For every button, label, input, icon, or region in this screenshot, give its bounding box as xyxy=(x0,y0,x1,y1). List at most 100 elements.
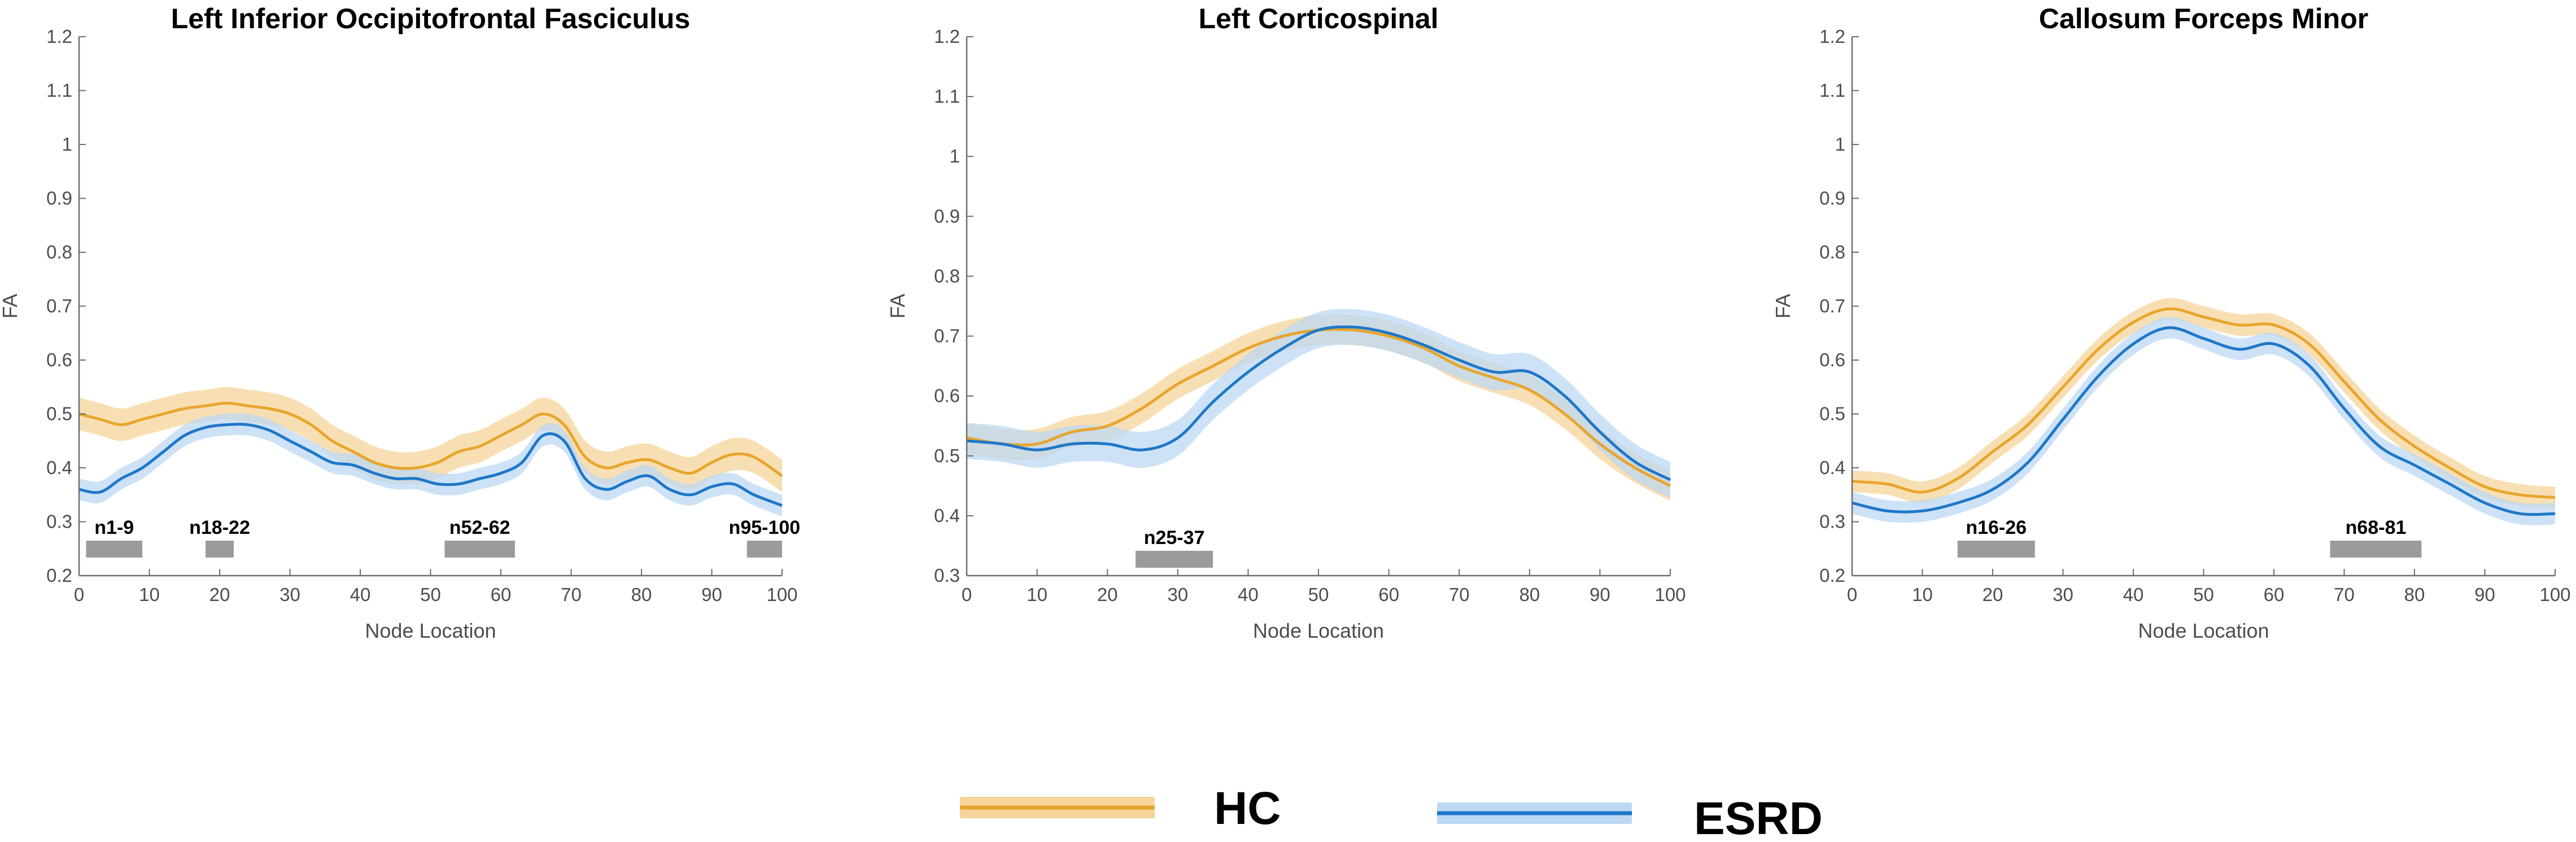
y-tick-label: 0.9 xyxy=(934,205,960,226)
y-tick-label: 0.5 xyxy=(46,404,72,424)
x-tick-label: 0 xyxy=(1847,584,1857,605)
significance-label: n52-62 xyxy=(449,517,510,538)
y-tick-label: 1.2 xyxy=(46,26,72,47)
y-tick-label: 0.3 xyxy=(1819,511,1845,532)
series-band-esrd xyxy=(1852,317,2555,525)
series-line-hc xyxy=(1852,307,2556,499)
x-tick-label: 0 xyxy=(74,584,84,605)
x-tick-label: 30 xyxy=(280,584,300,605)
series-line-hc xyxy=(78,401,783,477)
x-tick-label: 70 xyxy=(2334,584,2355,605)
x-tick-label: 60 xyxy=(491,584,512,605)
x-tick-label: 0 xyxy=(962,584,972,605)
y-axis-label: FA xyxy=(0,293,21,318)
significance-bar xyxy=(1136,551,1213,568)
x-axis-label: Node Location xyxy=(1253,619,1384,642)
chart-title: Left Corticospinal xyxy=(1198,3,1438,34)
significance-label: n1-9 xyxy=(94,517,134,538)
legend-esrd-label: ESRD xyxy=(1694,793,1823,842)
significance-bar xyxy=(444,541,515,558)
significance-bar xyxy=(86,541,143,558)
x-axis-label: Node Location xyxy=(2138,619,2269,642)
significance-bar xyxy=(2330,541,2422,558)
x-tick-label: 30 xyxy=(2053,584,2073,605)
significance-label: n16-26 xyxy=(1966,517,2027,538)
chart-panel-1: Left Inferior Occipitofrontal Fasciculus… xyxy=(0,3,800,642)
y-tick-label: 1.2 xyxy=(1819,26,1845,47)
significance-bar xyxy=(1957,541,2035,558)
y-tick-label: 1 xyxy=(1835,134,1845,155)
significance-label: n95-100 xyxy=(729,517,801,538)
chart-panels: Left Inferior Occipitofrontal Fasciculus… xyxy=(0,3,2571,642)
y-tick-label: 0.3 xyxy=(46,511,72,532)
chart-panel-2: Left Corticospinal n25-37 0 10 20 30 40 50 60 70 8… xyxy=(886,3,1686,642)
y-tick-label: 0.4 xyxy=(934,505,960,526)
x-tick-label: 80 xyxy=(631,584,652,605)
x-tick-label: 70 xyxy=(561,584,582,605)
x-tick-label: 30 xyxy=(1167,584,1188,605)
x-tick-label: 60 xyxy=(2264,584,2285,605)
x-tick-label: 10 xyxy=(139,584,160,605)
y-axis-label: FA xyxy=(1771,293,1795,318)
legend-hc-label: HC xyxy=(1214,783,1281,834)
y-tick-label: 1.1 xyxy=(1819,80,1845,101)
x-tick-label: 90 xyxy=(701,584,722,605)
y-tick-label: 0.7 xyxy=(46,296,72,317)
x-tick-label: 50 xyxy=(2193,584,2214,605)
x-tick-label: 40 xyxy=(350,584,371,605)
y-tick-label: 0.4 xyxy=(1819,457,1845,478)
y-tick-label: 0.8 xyxy=(1819,242,1845,262)
y-tick-label: 0.6 xyxy=(46,349,72,370)
x-tick-label: 100 xyxy=(766,584,797,605)
y-tick-label: 0.8 xyxy=(934,265,960,286)
y-tick-label: 0.4 xyxy=(46,457,72,478)
significance-label: n18-22 xyxy=(189,517,250,538)
y-tick-label: 0.7 xyxy=(934,326,960,347)
chart-title: Left Inferior Occipitofrontal Fasciculus xyxy=(171,3,691,34)
y-tick-label: 0.5 xyxy=(934,445,960,466)
x-tick-label: 10 xyxy=(1912,584,1933,605)
chart-panel-3: Callosum Forceps Minor n16-26 n68-81 0 10 20 3… xyxy=(1771,3,2571,642)
y-tick-label: 0.9 xyxy=(1819,188,1845,209)
y-tick-label: 1.2 xyxy=(934,26,960,47)
series-band-hc xyxy=(79,387,782,492)
x-axis-label: Node Location xyxy=(365,619,496,642)
series-band-esrd xyxy=(967,309,1670,498)
y-tick-label: 1.1 xyxy=(934,86,960,107)
x-tick-label: 20 xyxy=(1983,584,2003,605)
chart-title: Callosum Forceps Minor xyxy=(2039,3,2368,34)
legend: HC ESRD xyxy=(960,783,1823,842)
x-tick-label: 90 xyxy=(1590,584,1610,605)
y-tick-label: 0.9 xyxy=(46,188,72,209)
x-tick-label: 50 xyxy=(420,584,441,605)
x-tick-label: 60 xyxy=(1378,584,1399,605)
y-tick-label: 0.8 xyxy=(46,242,72,262)
y-tick-label: 0.3 xyxy=(934,565,960,586)
x-tick-label: 40 xyxy=(2123,584,2144,605)
significance-bar xyxy=(746,541,782,558)
x-tick-label: 10 xyxy=(1027,584,1047,605)
y-tick-label: 0.6 xyxy=(934,385,960,406)
x-tick-label: 40 xyxy=(1238,584,1259,605)
series-line-esrd xyxy=(78,423,783,507)
x-tick-label: 70 xyxy=(1449,584,1470,605)
x-tick-label: 80 xyxy=(1519,584,1540,605)
y-tick-label: 1 xyxy=(950,146,960,166)
x-tick-label: 20 xyxy=(209,584,230,605)
y-tick-label: 0.7 xyxy=(1819,296,1845,317)
x-tick-label: 80 xyxy=(2404,584,2425,605)
series-line-esrd xyxy=(966,325,1671,481)
y-tick-label: 0.2 xyxy=(46,565,72,586)
significance-label: n68-81 xyxy=(2346,517,2407,538)
y-tick-label: 1 xyxy=(62,134,72,155)
x-tick-label: 100 xyxy=(2539,584,2570,605)
x-tick-label: 50 xyxy=(1308,584,1329,605)
y-tick-label: 0.2 xyxy=(1819,565,1845,586)
x-tick-label: 100 xyxy=(1654,584,1686,605)
y-tick-label: 0.5 xyxy=(1819,404,1845,424)
y-tick-label: 1.1 xyxy=(46,80,72,101)
y-axis-label: FA xyxy=(886,293,909,318)
significance-bar xyxy=(206,541,234,558)
series-line-esrd xyxy=(1852,326,2556,516)
